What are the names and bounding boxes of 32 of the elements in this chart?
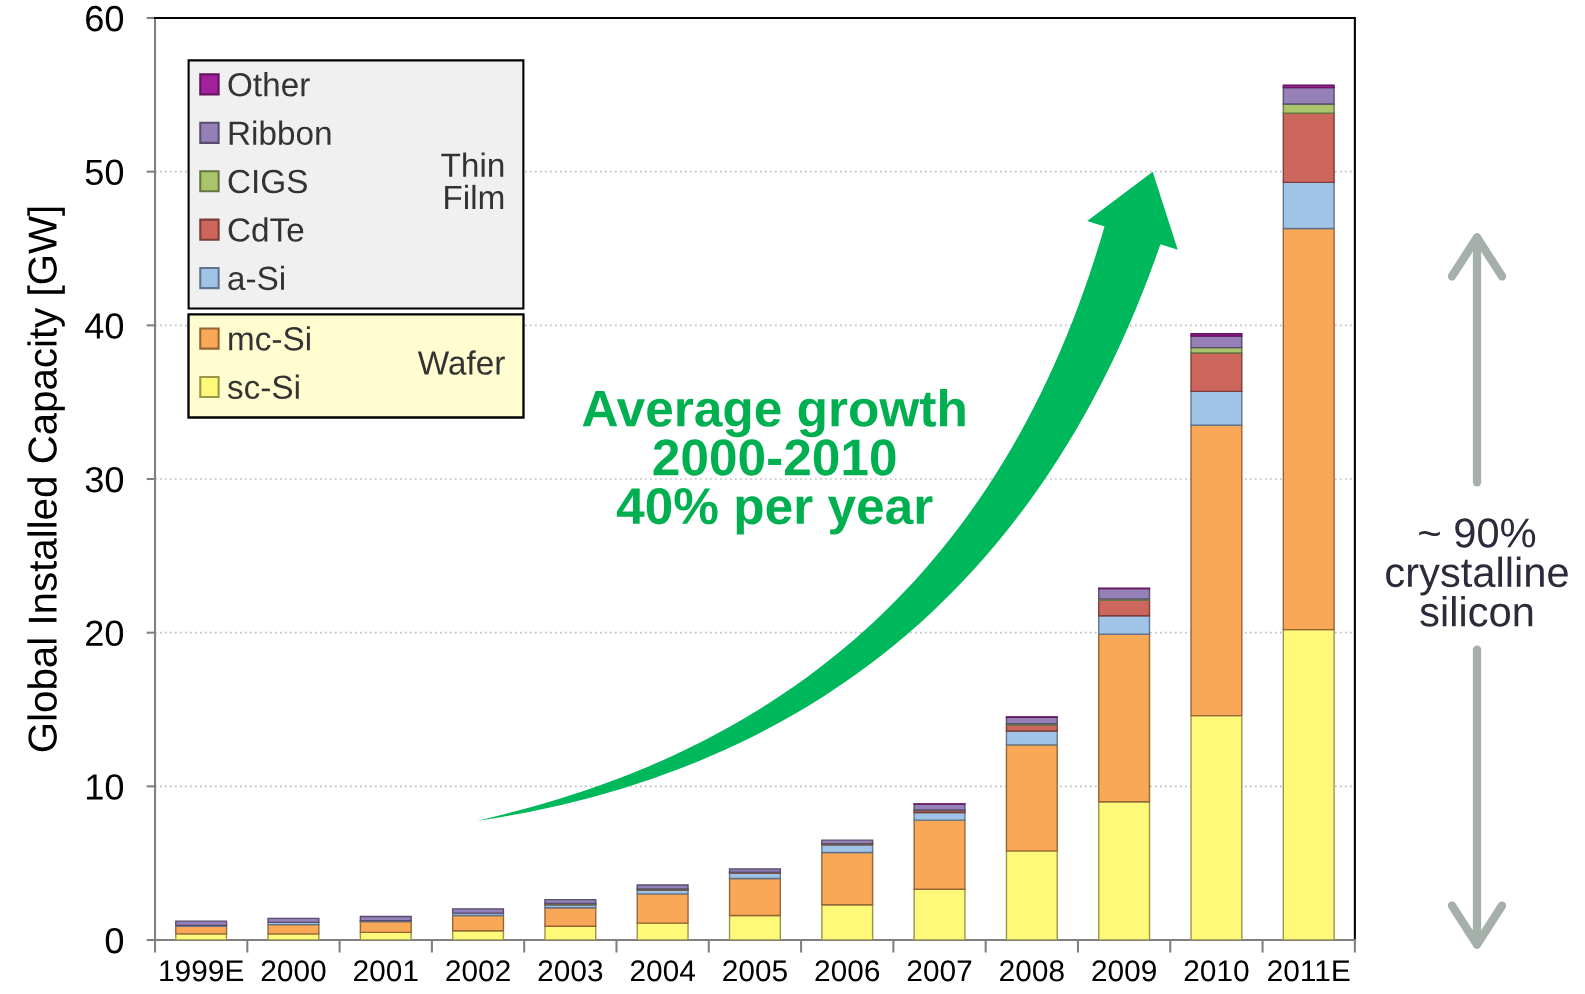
y-tick-label: 30: [85, 466, 124, 493]
y-tick-label: 10: [87, 774, 124, 800]
x-tick-label: 2001: [354, 960, 418, 982]
legend-label: mc-Si: [229, 326, 310, 351]
legend-label: CIGS: [228, 169, 307, 194]
x-tick-label: 1999E: [160, 960, 244, 982]
legend-label: Ribbon: [229, 120, 331, 145]
text: ~ 90% crystalline silicon: [1386, 518, 1568, 627]
annotation: Wafer: [417, 350, 505, 375]
y-tick-label: 60: [86, 5, 124, 32]
x-tick-label: 2005: [723, 960, 787, 982]
legend-label: CdTe: [228, 217, 304, 242]
x-tick-label: 2006: [815, 960, 880, 982]
x-tick-label: 2000: [261, 960, 326, 982]
annotation: Average growth 2000-2010 40% per year: [582, 389, 965, 535]
x-tick-label: 2003: [538, 960, 603, 982]
x-tick-label: 2004: [630, 960, 695, 982]
y-tick-label: 40: [85, 313, 124, 339]
legend-label: Other: [228, 72, 310, 97]
x-tick-label: 2002: [446, 960, 510, 982]
x-tick-label: 2010: [1184, 960, 1249, 982]
x-tick-label: 2009: [1092, 960, 1156, 982]
y-axis-title: Global Installed Capacity [GW]: [27, 207, 65, 752]
x-tick-label: 2007: [907, 960, 972, 982]
y-tick-label: 0: [105, 927, 124, 954]
annotation: Thin Film: [441, 152, 504, 209]
legend-label: a-Si: [228, 265, 284, 291]
x-tick-label: 2008: [1000, 960, 1064, 982]
legend-label: sc-Si: [227, 374, 299, 400]
y-tick-label: 20: [86, 620, 124, 647]
x-tick-label: 2011E: [1268, 960, 1350, 982]
y-tick-label: 50: [85, 159, 124, 186]
